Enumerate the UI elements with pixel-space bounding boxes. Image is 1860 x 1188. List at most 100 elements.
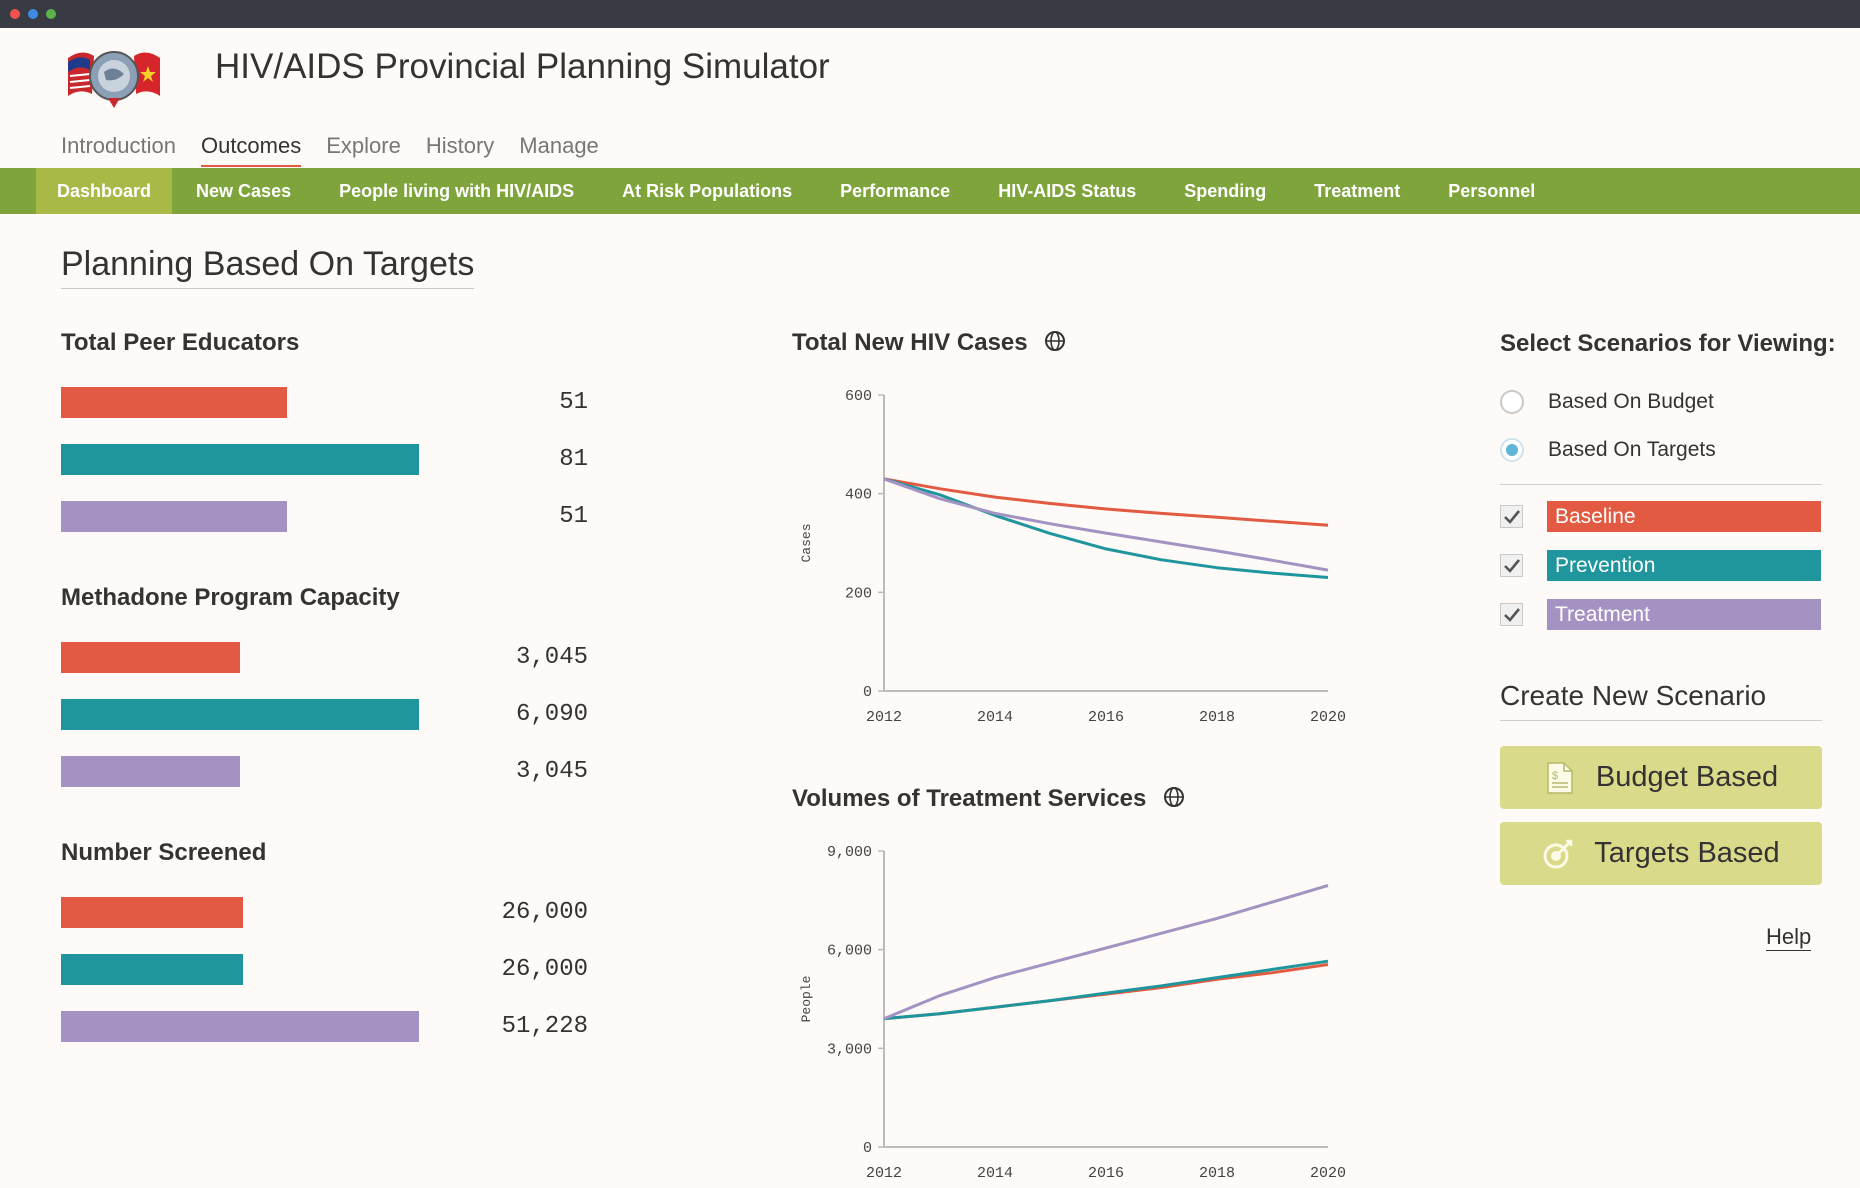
- radio-based-on-targets[interactable]: Based On Targets: [1500, 438, 1716, 462]
- document-icon: $: [1547, 761, 1573, 794]
- metric-value: 51: [559, 503, 588, 530]
- subnav-dashboard[interactable]: Dashboard: [36, 168, 173, 214]
- metric-value: 81: [559, 446, 588, 473]
- window-title-bar: [0, 0, 1860, 28]
- subnav-spending[interactable]: Spending: [1184, 181, 1267, 201]
- nav-tab-history[interactable]: History: [425, 133, 495, 158]
- app-logo: [60, 36, 168, 116]
- y-tick-label: 9,000: [827, 844, 872, 861]
- x-tick-label: 2016: [1088, 709, 1124, 726]
- subnav-performance[interactable]: Performance: [840, 181, 951, 201]
- new-hiv-cases-chart: 0 200 400 600 2012 2014 2016 2018 2020 Cases: [799, 388, 1346, 726]
- targets-based-label: Targets Based: [1594, 837, 1780, 869]
- radio-label: Based On Targets: [1548, 438, 1716, 461]
- subnav-at-risk[interactable]: At Risk Populations: [622, 181, 793, 201]
- checkmark-icon: [1504, 510, 1521, 524]
- metric-value: 6,090: [515, 701, 588, 728]
- metric-bar-methadone-treatment: [61, 756, 240, 787]
- metric-bar-peer-educators-baseline: [61, 387, 287, 418]
- main-nav: Introduction Outcomes Explore History Ma…: [61, 133, 624, 167]
- metric-bar-screened-treatment: [61, 1011, 419, 1042]
- x-tick-label: 2018: [1199, 709, 1235, 726]
- metric-value: 26,000: [501, 899, 588, 926]
- minimize-window-button[interactable]: [28, 9, 38, 19]
- budget-based-label: Budget Based: [1595, 761, 1779, 793]
- target-icon: [1543, 839, 1573, 868]
- series-line-baseline: [883, 477, 1329, 527]
- globe-icon[interactable]: [1163, 786, 1185, 808]
- targets-based-button[interactable]: Targets Based: [1500, 822, 1822, 885]
- y-tick-label: 6,000: [827, 943, 872, 960]
- metric-bar-methadone-baseline: [61, 642, 240, 673]
- scenario-panel-title: Select Scenarios for Viewing:: [1500, 330, 1836, 357]
- checkbox-baseline[interactable]: [1500, 505, 1523, 528]
- radio-button[interactable]: [1500, 390, 1524, 414]
- radio-button-selected[interactable]: [1500, 438, 1524, 462]
- y-tick-label: 200: [845, 585, 872, 602]
- budget-based-button[interactable]: $ Budget Based: [1500, 746, 1822, 809]
- nav-tab-introduction[interactable]: Introduction: [61, 133, 176, 158]
- metric-value: 26,000: [501, 956, 588, 983]
- y-tick-label: 400: [845, 487, 872, 504]
- series-line-prevention: [883, 959, 1329, 1021]
- treatment-services-chart: 0 3,000 6,000 9,000 2012 2014 2016 2018 2020 Peop…: [799, 844, 1346, 1182]
- metric-value: 51: [559, 389, 588, 416]
- metric-title-methadone: Methadone Program Capacity: [61, 584, 400, 611]
- scenario-label-prevention: Prevention: [1547, 550, 1821, 581]
- scenario-baseline-row[interactable]: Baseline: [1500, 501, 1821, 532]
- y-axis-label: People: [799, 976, 814, 1023]
- scenario-treatment-row[interactable]: Treatment: [1500, 599, 1821, 630]
- subnav-status[interactable]: HIV-AIDS Status: [998, 181, 1137, 201]
- globe-icon[interactable]: [1044, 330, 1066, 352]
- metric-bar-methadone-prevention: [61, 699, 419, 730]
- x-tick-label: 2014: [977, 1165, 1013, 1182]
- close-window-button[interactable]: [10, 9, 20, 19]
- outcomes-subnav: Dashboard New Cases People living with H…: [0, 168, 1860, 214]
- x-tick-label: 2018: [1199, 1165, 1235, 1182]
- app-title: HIV/AIDS Provincial Planning Simulator: [215, 47, 830, 86]
- metric-title-peer-educators: Total Peer Educators: [61, 329, 300, 356]
- x-tick-label: 2016: [1088, 1165, 1124, 1182]
- chart-title-treatment-services: Volumes of Treatment Services: [792, 785, 1185, 813]
- panel-divider: [1500, 484, 1822, 485]
- radio-based-on-budget[interactable]: Based On Budget: [1500, 390, 1714, 414]
- nav-tab-manage[interactable]: Manage: [519, 133, 599, 158]
- metric-bar-screened-prevention: [61, 954, 243, 985]
- svg-text:$: $: [1552, 770, 1558, 782]
- scenario-label-treatment: Treatment: [1547, 599, 1821, 630]
- chart-title-text: Total New HIV Cases: [792, 329, 1028, 356]
- nav-tab-outcomes[interactable]: Outcomes: [200, 133, 302, 167]
- chart-title-text: Volumes of Treatment Services: [792, 785, 1147, 812]
- subnav-personnel[interactable]: Personnel: [1448, 181, 1536, 201]
- subnav-new-cases[interactable]: New Cases: [196, 181, 292, 201]
- radio-label: Based On Budget: [1548, 390, 1714, 413]
- y-tick-label: 0: [863, 684, 872, 701]
- page-heading: Planning Based On Targets: [61, 245, 475, 289]
- x-tick-label: 2014: [977, 709, 1013, 726]
- x-tick-label: 2020: [1310, 1165, 1346, 1182]
- checkbox-treatment[interactable]: [1500, 603, 1523, 626]
- help-link[interactable]: Help: [1766, 924, 1812, 951]
- checkbox-prevention[interactable]: [1500, 554, 1523, 577]
- maximize-window-button[interactable]: [46, 9, 56, 19]
- scenario-prevention-row[interactable]: Prevention: [1500, 550, 1821, 581]
- metric-bar-peer-educators-treatment: [61, 501, 287, 532]
- nav-tab-explore[interactable]: Explore: [326, 133, 401, 158]
- x-tick-label: 2012: [866, 709, 902, 726]
- checkmark-icon: [1504, 559, 1521, 573]
- series-line-treatment: [883, 477, 1329, 572]
- y-tick-label: 600: [845, 388, 872, 405]
- create-scenario-title: Create New Scenario: [1500, 680, 1822, 721]
- metric-value: 3,045: [515, 758, 588, 785]
- x-tick-label: 2012: [866, 1165, 902, 1182]
- series-line-prevention: [883, 477, 1329, 579]
- subnav-people-living[interactable]: People living with HIV/AIDS: [339, 181, 575, 201]
- metric-title-screened: Number Screened: [61, 839, 267, 866]
- subnav-treatment[interactable]: Treatment: [1314, 181, 1401, 201]
- checkmark-icon: [1504, 608, 1521, 622]
- series-line-treatment: [883, 884, 1329, 1021]
- y-tick-label: 0: [863, 1140, 872, 1157]
- metric-value: 51,228: [501, 1013, 588, 1040]
- metric-value: 3,045: [515, 644, 588, 671]
- scenario-label-baseline: Baseline: [1547, 501, 1821, 532]
